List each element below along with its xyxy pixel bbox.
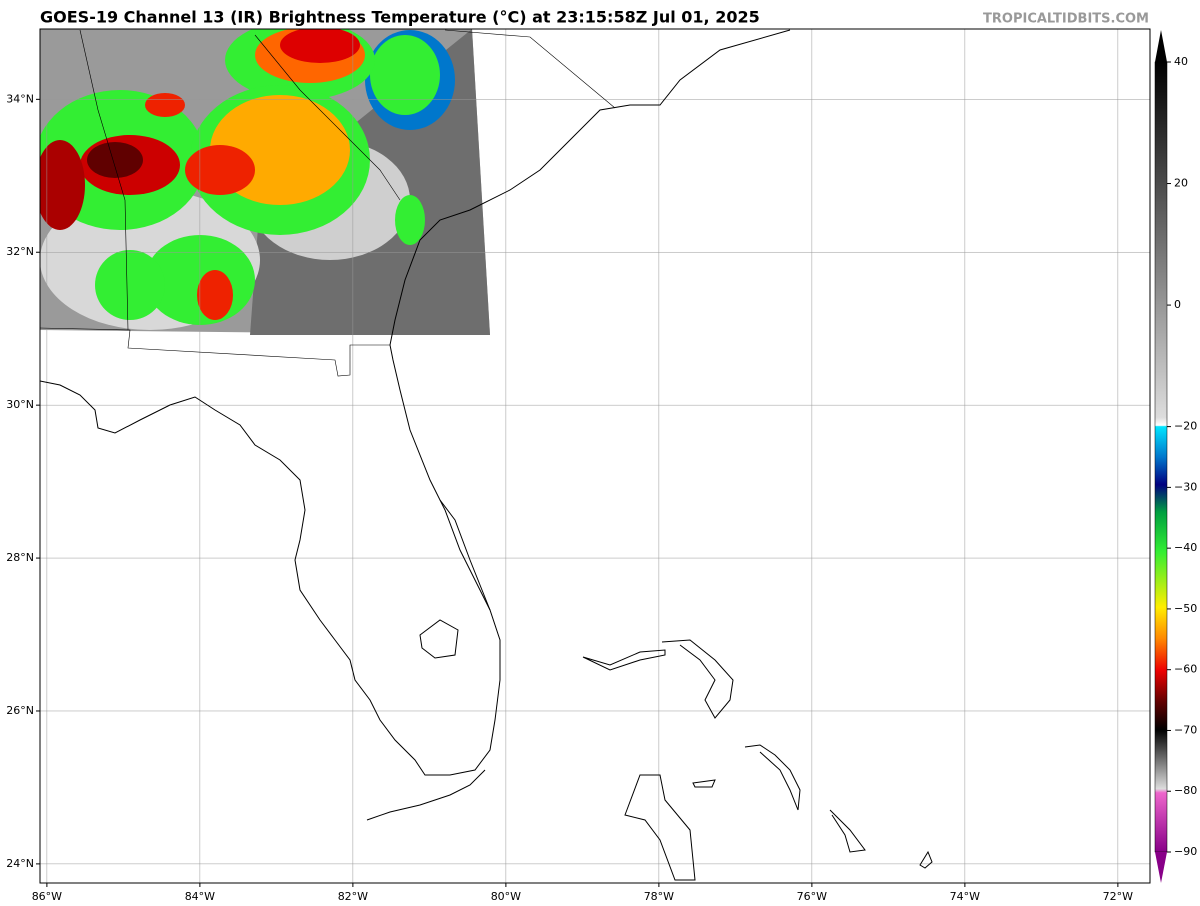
x-tick-label: 80°W	[491, 890, 521, 903]
colorbar-tick-label: −80	[1174, 784, 1197, 797]
colorbar-tick-label: −90	[1174, 845, 1197, 858]
y-tick-label: 32°N	[6, 245, 34, 258]
y-tick-label: 34°N	[6, 92, 34, 105]
colorbar-tick-label: −20	[1174, 420, 1197, 433]
x-tick-label: 84°W	[185, 890, 215, 903]
x-tick-label: 86°W	[32, 890, 62, 903]
x-tick-label: 74°W	[950, 890, 980, 903]
y-tick-label: 28°N	[6, 551, 34, 564]
colorbar-tick-label: 0	[1174, 298, 1181, 311]
coastlines	[40, 29, 933, 881]
colorbar-tick-label: 20	[1174, 177, 1188, 190]
title: GOES-19 Channel 13 (IR) Brightness Tempe…	[40, 8, 760, 27]
colorbar-tick-label: −70	[1174, 723, 1197, 736]
satellite-imagery	[40, 29, 490, 335]
colorbar-tick-label: −40	[1174, 541, 1197, 554]
colorbar-tick-label: −50	[1174, 602, 1197, 615]
colorbar-tick-label: −30	[1174, 480, 1197, 493]
colorbar	[1154, 30, 1168, 883]
y-tick-label: 30°N	[6, 398, 34, 411]
y-tick-label: 24°N	[6, 857, 34, 870]
grid	[40, 29, 1150, 883]
map-frame	[39, 28, 1151, 884]
x-tick-label: 78°W	[644, 890, 674, 903]
y-tick-label: 26°N	[6, 704, 34, 717]
credit: TROPICALTIDBITS.COM	[983, 12, 1149, 27]
colorbar-ticks: 40 20 0 −20 −30 −40 −50 −60 −70 −80 −90	[1167, 55, 1197, 858]
borders	[39, 29, 616, 377]
x-tick-label: 72°W	[1103, 890, 1133, 903]
colorbar-tick-label: −60	[1174, 663, 1197, 676]
x-tick-label: 82°W	[338, 890, 368, 903]
colorbar-tick-label: 40	[1174, 55, 1188, 68]
x-tick-label: 76°W	[797, 890, 827, 903]
